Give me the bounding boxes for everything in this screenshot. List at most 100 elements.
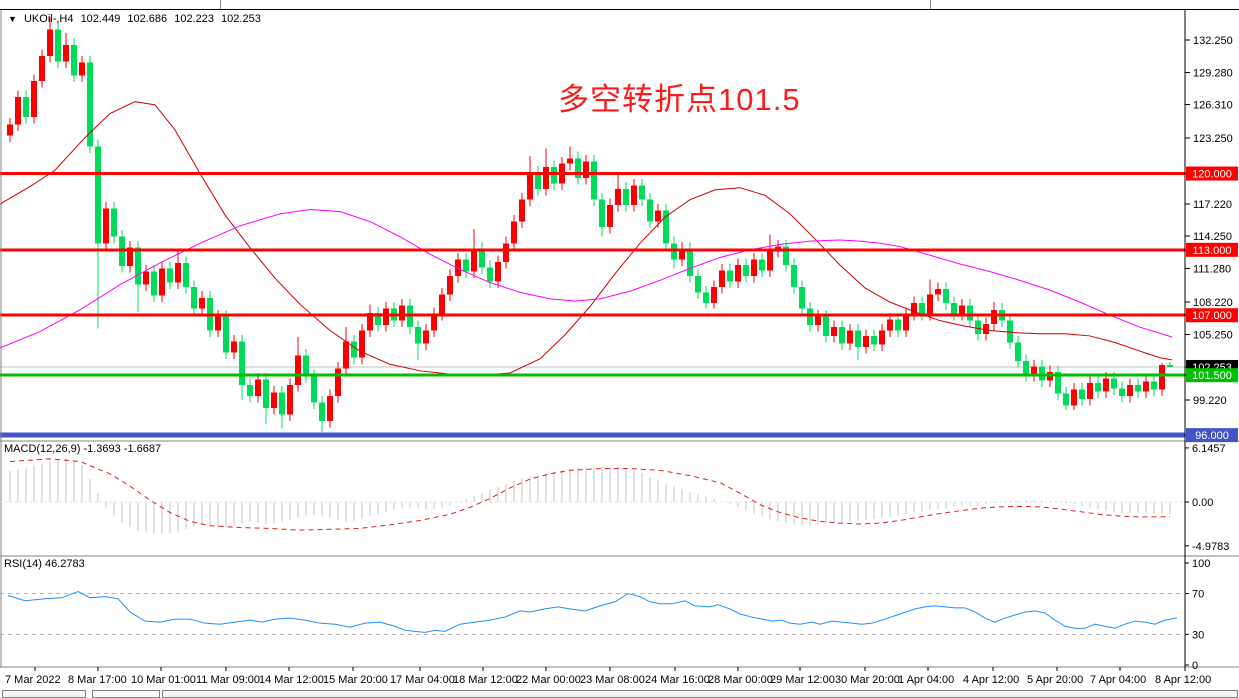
- candle-bullish: [439, 294, 445, 315]
- candle-bullish: [887, 319, 893, 331]
- candle-bearish: [919, 303, 925, 315]
- time-axis-label: 30 Mar 20:00: [835, 674, 900, 686]
- candle-bullish: [1127, 384, 1133, 396]
- candle-bullish: [607, 205, 613, 227]
- price-tick-label: 105.250: [1193, 329, 1233, 341]
- macd-indicator-label: MACD(12,26,9) -1.3693 -1.6687: [4, 443, 162, 455]
- time-axis-label: 23 Mar 08:00: [580, 674, 645, 686]
- candle-bearish: [1007, 320, 1013, 343]
- candle-bullish: [679, 248, 685, 260]
- price-tick-label: 132.250: [1193, 35, 1233, 47]
- rsi-line: [7, 591, 1178, 633]
- chart-tab[interactable]: [92, 690, 160, 698]
- candle-bearish: [463, 259, 469, 272]
- candle-bearish: [791, 265, 797, 287]
- macd-signal-line: [9, 458, 1171, 531]
- candle-bullish: [719, 270, 725, 287]
- candle-bearish: [111, 208, 117, 237]
- time-axis-label: 7 Apr 04:00: [1090, 674, 1146, 686]
- candle-bearish: [223, 316, 229, 353]
- candle-bullish: [767, 250, 773, 271]
- candle-bearish: [695, 275, 701, 293]
- candle-bullish: [327, 395, 333, 421]
- candle-bearish: [87, 62, 93, 147]
- candle-bearish: [967, 305, 973, 321]
- candle-bullish: [199, 297, 205, 309]
- candle-bearish: [279, 392, 285, 415]
- candle-bearish: [351, 341, 357, 358]
- price-tick-label: 117.220: [1193, 199, 1232, 211]
- macd-tick-label: 0.00: [1192, 497, 1213, 509]
- time-axis-label: 11 Mar 09:00: [196, 674, 260, 686]
- candle-bearish: [1119, 388, 1125, 396]
- candle-bullish: [495, 261, 501, 282]
- candle-bearish: [135, 247, 141, 285]
- candle-bullish: [631, 185, 637, 206]
- candle-bearish: [247, 384, 253, 396]
- candle-bullish: [1159, 364, 1165, 390]
- price-badge-label: 101.500: [1192, 370, 1232, 382]
- candle-bearish: [951, 303, 957, 315]
- time-axis-label: 15 Mar 20:00: [323, 674, 388, 686]
- quote-open: 102.449: [80, 13, 121, 25]
- candle-bullish: [711, 286, 717, 304]
- price-tick-label: 123.250: [1193, 133, 1233, 145]
- top-strip-divider: [220, 0, 221, 9]
- candle-bearish: [151, 271, 157, 296]
- candle-bearish: [71, 44, 77, 76]
- candle-bullish: [927, 294, 933, 315]
- price-tick-label: 108.220: [1193, 297, 1233, 309]
- candle-bearish: [783, 246, 789, 266]
- symbol-dropdown-icon[interactable]: ▼: [8, 14, 17, 24]
- candle-bullish: [359, 330, 365, 358]
- time-axis-label: 10 Mar 01:00: [131, 674, 196, 686]
- quote-high: 102.686: [127, 13, 168, 25]
- candle-bearish: [1023, 361, 1029, 376]
- candle-bearish: [23, 97, 29, 117]
- candle-bearish: [303, 355, 309, 377]
- candle-bearish: [639, 185, 645, 200]
- price-badge-label: 120.000: [1192, 169, 1232, 181]
- candle-bearish: [871, 335, 877, 345]
- candle-bearish: [975, 320, 981, 334]
- chart-text-annotation: 多空转折点101.5: [558, 82, 801, 117]
- candle-bearish: [823, 316, 829, 336]
- rsi-indicator-label: RSI(14) 46.2783: [4, 558, 85, 570]
- candle-bullish: [335, 368, 341, 396]
- chart-tab[interactable]: [162, 690, 1238, 698]
- candle-bullish: [831, 327, 837, 336]
- candle-bearish: [1063, 393, 1069, 406]
- quote-close: 102.253: [221, 13, 261, 25]
- price-badge: [1186, 242, 1238, 257]
- candle-bearish: [663, 210, 669, 244]
- top-strip: [0, 0, 1239, 10]
- macd-tick-label: 6.1457: [1192, 443, 1226, 455]
- candle-bullish: [295, 355, 301, 385]
- time-axis-label: 4 Apr 12:00: [963, 674, 1019, 686]
- candle-bearish: [535, 172, 541, 189]
- candle-bullish: [367, 313, 373, 331]
- candle-bullish: [103, 208, 109, 244]
- candle-bullish: [423, 330, 429, 344]
- candle-bullish: [983, 323, 989, 334]
- candle-bullish: [1103, 378, 1109, 392]
- symbol-timeframe-label: UKOil-,H4: [23, 13, 74, 25]
- candle-bullish: [271, 392, 277, 408]
- candle-bearish: [759, 259, 765, 271]
- chart-tab[interactable]: [2, 690, 86, 698]
- candle-bullish: [63, 44, 69, 62]
- candle-bearish: [479, 248, 485, 268]
- price-tick-label: 99.220: [1193, 395, 1227, 407]
- candle-bullish: [879, 330, 885, 345]
- candle-bullish: [7, 124, 13, 136]
- candle-bullish: [455, 259, 461, 276]
- candle-bearish: [55, 29, 61, 62]
- time-axis-label: 18 Mar 12:00: [453, 674, 518, 686]
- price-tick-label: 114.250: [1193, 231, 1232, 243]
- candle-bearish: [487, 267, 493, 282]
- candle-bullish: [503, 243, 509, 262]
- candle-bearish: [415, 327, 421, 344]
- candle-bearish: [807, 308, 813, 326]
- time-axis-label: 29 Mar 12:00: [770, 674, 835, 686]
